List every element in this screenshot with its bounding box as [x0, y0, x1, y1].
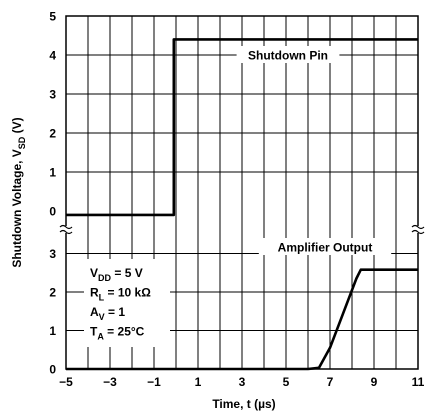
series-label-shutdown-pin: Shutdown Pin	[248, 49, 328, 63]
condition-line: VDD = 5 V	[90, 266, 143, 283]
axis-break-gap	[60, 226, 72, 233]
series-line-amplifier-output	[66, 268, 418, 371]
y-axis-title: Shutdown Voltage, VSD (V)	[10, 117, 27, 267]
condition-line: TA = 25°C	[90, 325, 145, 342]
y-tick-label: 0	[49, 363, 56, 377]
test-conditions: VDD = 5 V RL = 10 kΩ AV = 1 TA = 25°C	[84, 259, 170, 347]
axis-break-mark	[59, 229, 73, 235]
x-tick-label: 9	[371, 375, 378, 389]
x-axis-title: Time, t (µs)	[212, 397, 275, 411]
y-tick-label: 1	[49, 166, 56, 180]
y-tick-label: 2	[49, 127, 56, 141]
y-tick-label: 3	[49, 88, 56, 102]
axis-break-mark	[59, 224, 73, 230]
x-tick-label: 7	[327, 375, 334, 389]
condition-line: AV = 1	[90, 305, 125, 322]
series-lines	[66, 38, 418, 371]
x-tick-label: 3	[239, 375, 246, 389]
y-tick-label: 3	[49, 247, 56, 261]
y-tick-label: 2	[49, 286, 56, 300]
series-label-amplifier-output: Amplifier Output	[278, 241, 373, 255]
x-tick-label: −1	[147, 375, 161, 389]
series-annotations: Shutdown Pin Amplifier Output	[236, 46, 392, 255]
conditions-box	[84, 259, 170, 347]
series-label-amplifier-output-box	[258, 238, 392, 255]
series-label-shutdown-pin-box	[236, 46, 340, 63]
axis-break-mark	[411, 229, 425, 235]
axis-break-mark	[411, 224, 425, 230]
y-tick-label: 5	[49, 10, 56, 24]
series-line-shutdown-pin	[66, 38, 418, 217]
y-tick-label: 4	[49, 49, 56, 63]
y-tick-label: 1	[49, 324, 56, 338]
axis-titles: Time, t (µs) Shutdown Voltage, VSD (V)	[10, 117, 276, 411]
x-tick-label: 11	[412, 375, 425, 389]
x-tick-label: 5	[283, 375, 290, 389]
axis-break-marks	[59, 224, 425, 235]
axis-break-gap	[412, 226, 424, 233]
x-tick-label: 1	[195, 375, 202, 389]
x-tick-label: −3	[103, 375, 117, 389]
y-tick-label: 0	[49, 205, 56, 219]
condition-line: RL = 10 kΩ	[90, 286, 151, 303]
x-tick-label: −5	[59, 375, 73, 389]
